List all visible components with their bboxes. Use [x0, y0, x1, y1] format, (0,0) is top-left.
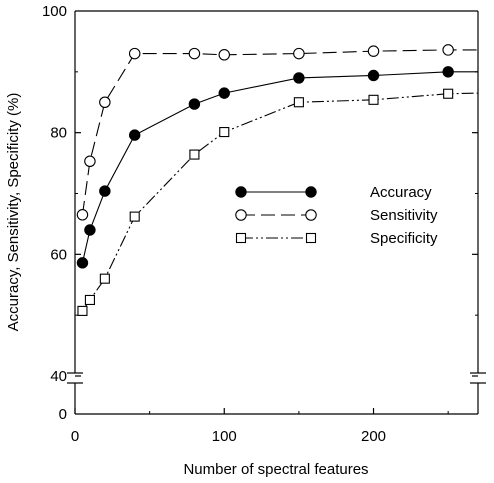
legend-label-sensitivity: Sensitivity [370, 207, 438, 224]
x-axis-label: Number of spectral features [183, 461, 368, 478]
y-tick-label: 80 [50, 125, 67, 142]
x-axis-ticks: 0 100 200 [71, 408, 449, 445]
data-point-specificity [129, 211, 140, 222]
data-point-specificity [368, 94, 379, 105]
legend-marker-sensitivity [305, 209, 317, 221]
series-line-sensitivity [81, 49, 478, 215]
data-point-specificity [219, 127, 230, 138]
data-point-accuracy [293, 72, 305, 84]
data-point-specificity [443, 88, 454, 99]
data-point-accuracy [129, 129, 141, 141]
data-point-accuracy [99, 185, 111, 197]
series-accuracy [76, 66, 478, 269]
data-point-sensitivity [76, 209, 89, 221]
y-tick-label: 60 [50, 246, 67, 263]
series-specificity [77, 88, 479, 316]
series-layer [76, 44, 479, 316]
data-point-sensitivity [128, 47, 141, 60]
data-point-accuracy [84, 224, 96, 236]
series-sensitivity [76, 44, 478, 221]
data-point-specificity [189, 149, 200, 160]
y-tick-label: 100 [42, 3, 67, 20]
series-line-accuracy [81, 71, 478, 263]
x-tick-label: 0 [71, 428, 79, 445]
data-point-sensitivity [218, 49, 231, 61]
data-point-specificity [84, 294, 95, 306]
data-point-accuracy [442, 66, 454, 78]
data-point-sensitivity [442, 44, 454, 56]
data-point-specificity [77, 305, 88, 316]
legend-label-specificity: Specificity [370, 230, 438, 247]
data-point-sensitivity [188, 47, 201, 60]
data-point-specificity [99, 273, 110, 284]
legend-marker-specificity [305, 232, 317, 244]
legend-marker-specificity [235, 232, 247, 244]
data-point-sensitivity [84, 155, 96, 168]
data-point-specificity [293, 97, 304, 108]
legend: Accuracy Sensitivity Specificity [235, 184, 438, 247]
data-point-accuracy [188, 98, 201, 110]
y-tick-label: 0 [59, 406, 67, 423]
data-point-accuracy [76, 257, 89, 269]
data-point-accuracy [218, 87, 230, 99]
legend-marker-sensitivity [235, 209, 247, 221]
y-axis-label: Accuracy, Sensitivity, Specificity (%) [5, 93, 22, 332]
x-tick-label: 100 [212, 428, 237, 445]
data-point-accuracy [367, 69, 380, 82]
legend-marker-accuracy [235, 186, 247, 198]
y-tick-label: 40 [50, 368, 67, 385]
data-point-sensitivity [293, 47, 305, 60]
legend-label-accuracy: Accuracy [370, 184, 432, 201]
x-tick-label: 200 [361, 428, 386, 445]
data-point-sensitivity [99, 96, 111, 109]
data-point-sensitivity [367, 45, 380, 57]
series-line-specificity [82, 92, 479, 312]
y-axis-ticks: 0 40 60 80 100 [42, 3, 478, 423]
legend-marker-accuracy [305, 186, 317, 198]
